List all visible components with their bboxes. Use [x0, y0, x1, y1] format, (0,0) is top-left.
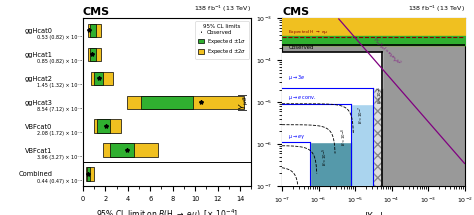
Text: $B < 10^{-6}$: $B < 10^{-6}$ — [376, 86, 385, 104]
Text: 0.53 (0.82) × 10⁻⁴: 0.53 (0.82) × 10⁻⁴ — [37, 35, 82, 40]
X-axis label: 95% CL limit on $B$(H $\to$ e$\mu$)  [$\times$ 10$^{-4}$]: 95% CL limit on $B$(H $\to$ e$\mu$) [$\t… — [96, 207, 238, 215]
Bar — [90, 24, 96, 37]
Text: 8.54 (7.12) × 10⁻⁴: 8.54 (7.12) × 10⁻⁴ — [37, 107, 82, 112]
Text: Expected H $\to$ eμ: Expected H $\to$ eμ — [289, 28, 329, 36]
Legend: Observed, Expected $\pm 1\sigma$, Expected $\pm 2\sigma$: Observed, Expected $\pm 1\sigma$, Expect… — [195, 21, 248, 59]
Text: CMS: CMS — [83, 8, 110, 17]
X-axis label: $|Y_{\theta\mu}|$: $|Y_{\theta\mu}|$ — [364, 210, 383, 215]
Bar — [88, 24, 101, 37]
Bar — [86, 167, 93, 181]
Polygon shape — [282, 88, 374, 186]
Text: 138 fb$^{-1}$ (13 TeV): 138 fb$^{-1}$ (13 TeV) — [194, 4, 251, 14]
Bar — [109, 143, 134, 157]
Text: 0.85 (0.82) × 10⁻⁴: 0.85 (0.82) × 10⁻⁴ — [37, 59, 82, 64]
Text: CMS: CMS — [282, 8, 309, 17]
Bar — [91, 72, 113, 85]
Bar — [127, 95, 245, 109]
Text: 138 fb$^{-1}$ (13 TeV): 138 fb$^{-1}$ (13 TeV) — [408, 4, 465, 14]
Text: 1.45 (1.32) × 10⁻⁴: 1.45 (1.32) × 10⁻⁴ — [37, 83, 82, 88]
Polygon shape — [282, 142, 310, 186]
Text: $B < 10^{-8}$: $B < 10^{-8}$ — [339, 128, 349, 146]
Text: 3.96 (3.27) × 10⁻⁴: 3.96 (3.27) × 10⁻⁴ — [37, 155, 82, 160]
Polygon shape — [282, 104, 352, 186]
Bar — [97, 120, 109, 133]
Polygon shape — [282, 18, 465, 186]
Text: $\mu \to 3e$: $\mu \to 3e$ — [289, 73, 305, 82]
Text: $\mu \to e$ conv.: $\mu \to e$ conv. — [289, 94, 317, 102]
Text: 2.08 (1.72) × 10⁻⁴: 2.08 (1.72) × 10⁻⁴ — [37, 131, 82, 136]
Polygon shape — [282, 52, 382, 186]
Bar — [88, 48, 101, 61]
Bar — [87, 167, 90, 181]
Bar — [90, 48, 96, 61]
Y-axis label: $|Y_{\mu\theta}|$: $|Y_{\mu\theta}|$ — [237, 92, 251, 112]
Text: $B < 10^{-7}$: $B < 10^{-7}$ — [357, 106, 366, 124]
Text: $\mu \to e\gamma$: $\mu \to e\gamma$ — [289, 133, 306, 141]
Text: 0.44 (0.47) × 10⁻⁴: 0.44 (0.47) × 10⁻⁴ — [37, 179, 82, 184]
Bar — [94, 72, 103, 85]
Text: Observed: Observed — [289, 46, 314, 51]
Bar — [141, 95, 193, 109]
Bar — [102, 143, 157, 157]
Text: $|Y_{e\mu} Y_{\mu e}|= m_e m_\mu / v^2$: $|Y_{e\mu} Y_{\mu e}|= m_e m_\mu / v^2$ — [369, 35, 403, 69]
Text: $B < 10^{-9}$: $B < 10^{-9}$ — [320, 148, 329, 166]
Bar — [93, 120, 121, 133]
